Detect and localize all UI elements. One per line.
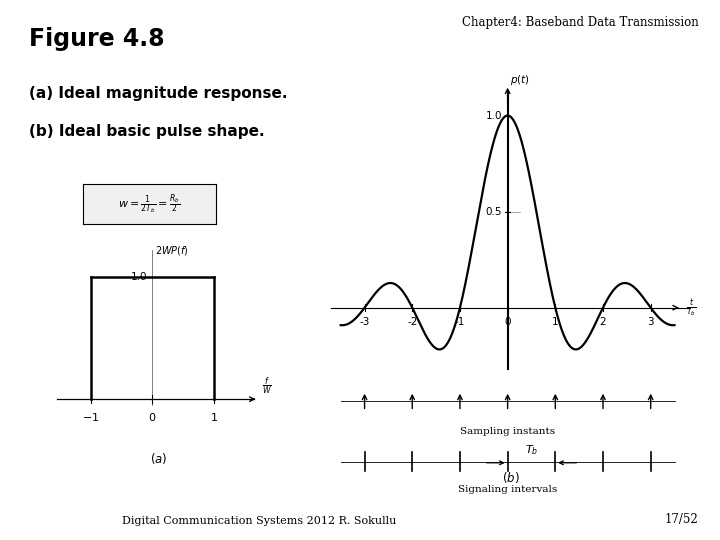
Text: -2: -2: [407, 318, 418, 327]
Text: Digital Communication Systems 2012 R. Sokullu: Digital Communication Systems 2012 R. So…: [122, 516, 397, 526]
Text: Signaling intervals: Signaling intervals: [458, 485, 557, 494]
Text: Figure 4.8: Figure 4.8: [29, 27, 164, 51]
Text: Sampling instants: Sampling instants: [460, 427, 555, 436]
Text: $w = \frac{1}{2T_b} = \frac{R_b}{2}$: $w = \frac{1}{2T_b} = \frac{R_b}{2}$: [118, 192, 181, 216]
Text: (b) Ideal basic pulse shape.: (b) Ideal basic pulse shape.: [29, 124, 264, 139]
Text: -3: -3: [359, 318, 370, 327]
Text: (a) Ideal magnitude response.: (a) Ideal magnitude response.: [29, 86, 287, 102]
Text: $2WP(f)$: $2WP(f)$: [156, 244, 189, 256]
Text: $1$: $1$: [210, 411, 218, 423]
Text: 0: 0: [505, 318, 511, 327]
Text: 3: 3: [647, 318, 654, 327]
Text: $(b)$: $(b)$: [503, 470, 520, 485]
Text: 17/52: 17/52: [665, 514, 698, 526]
Text: Chapter4: Baseband Data Transmission: Chapter4: Baseband Data Transmission: [462, 16, 698, 29]
Text: 1: 1: [552, 318, 559, 327]
Text: 1.0: 1.0: [485, 111, 502, 120]
Text: $0$: $0$: [148, 411, 156, 423]
Text: $p(t)$: $p(t)$: [510, 73, 531, 87]
Text: $(a)$: $(a)$: [150, 450, 167, 465]
Text: 1.0: 1.0: [131, 272, 148, 282]
Text: 0.5: 0.5: [485, 207, 502, 217]
Text: $T_b$: $T_b$: [525, 443, 538, 457]
Text: $\frac{t}{T_b}$: $\frac{t}{T_b}$: [686, 297, 697, 319]
Text: 2: 2: [600, 318, 606, 327]
Text: -1: -1: [455, 318, 465, 327]
Text: $-1$: $-1$: [82, 411, 99, 423]
Text: $\frac{f}{W}$: $\frac{f}{W}$: [262, 375, 272, 397]
